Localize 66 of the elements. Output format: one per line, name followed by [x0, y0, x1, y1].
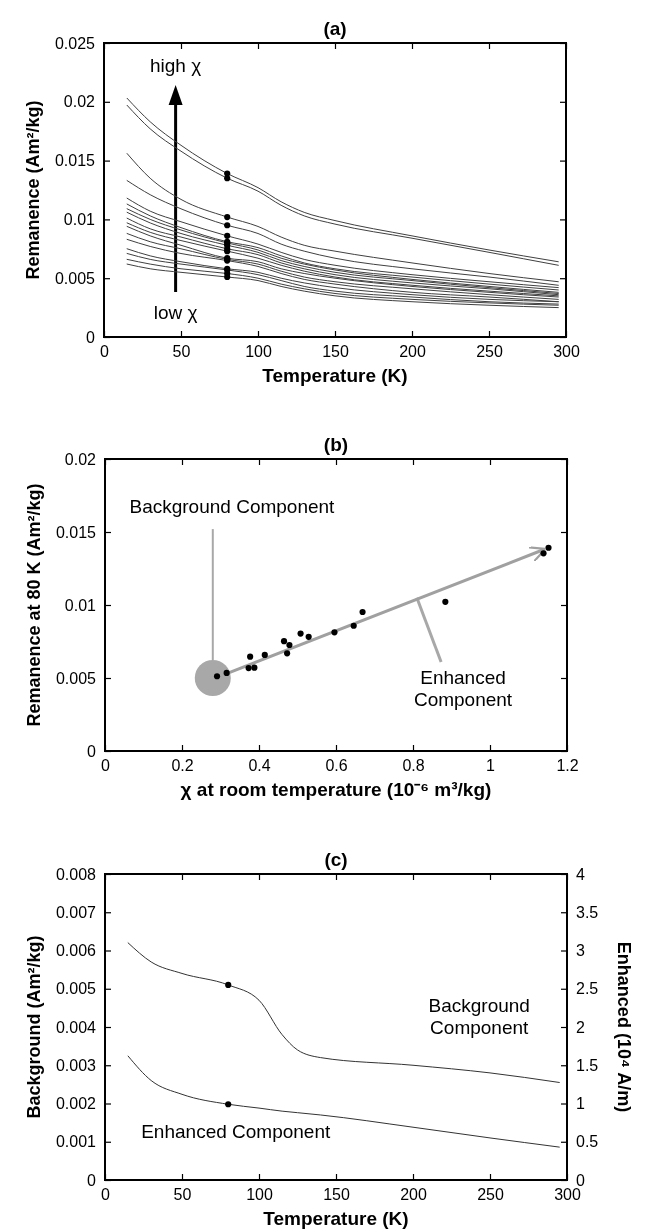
x-tick-label: 300 — [554, 1186, 581, 1204]
x-tick-label: 300 — [553, 343, 580, 361]
x-tick-label: 250 — [476, 343, 503, 361]
x-tick-label: 200 — [399, 343, 426, 361]
y2-tick-label: 1.5 — [576, 1056, 599, 1074]
chart-title: (c) — [324, 849, 348, 870]
y-tick-label: 0 — [86, 328, 96, 346]
x-tick-label: 0.4 — [248, 757, 271, 775]
y-axis-title: Background (Am²/kg) — [23, 935, 44, 1119]
x-tick-label: 1 — [486, 757, 496, 775]
x-tick-label: 150 — [323, 1186, 350, 1204]
y-tick-label: 0.003 — [55, 1056, 97, 1074]
x-tick-label: 0.6 — [325, 757, 348, 775]
chart-title: (b) — [323, 434, 349, 455]
x-tick-label: 150 — [322, 343, 349, 361]
y-tick-label: 0 — [87, 742, 97, 760]
y-tick-label: 0.01 — [63, 211, 96, 229]
y2-tick-label: 3.5 — [576, 903, 599, 921]
annotation: high χ — [150, 55, 202, 77]
y-tick-label: 0.025 — [54, 34, 96, 52]
annotation: Enhanced Component — [141, 1120, 331, 1142]
chart-title: (a) — [323, 18, 347, 39]
x-tick-label: 0 — [101, 1186, 111, 1204]
x-tick-label: 250 — [477, 1186, 504, 1204]
x-tick-label: 50 — [172, 343, 191, 361]
x-tick-label: 0.8 — [402, 757, 425, 775]
y-tick-label: 0.002 — [55, 1095, 97, 1113]
x-axis-title: Temperature (K) — [263, 1208, 409, 1229]
annotation: Background Component — [428, 994, 530, 1038]
y-tick-label: 0.001 — [55, 1133, 97, 1151]
y-tick-label: 0.004 — [55, 1018, 97, 1036]
y-tick-label: 0.007 — [55, 903, 97, 921]
x-axis-title: χ at room temperature (10⁻⁶ m³/kg) — [180, 779, 492, 800]
y-tick-label: 0.008 — [55, 865, 97, 883]
annotation: Enhanced Component — [413, 666, 513, 710]
y2-tick-label: 0.5 — [576, 1133, 599, 1151]
x-tick-label: 100 — [246, 1186, 273, 1204]
x-tick-label: 100 — [245, 343, 272, 361]
x-tick-label: 1.2 — [556, 757, 579, 775]
x-tick-label: 0 — [101, 757, 111, 775]
annotation: Background Component — [129, 496, 336, 518]
y2-tick-label: 1 — [576, 1095, 585, 1113]
x-tick-label: 200 — [400, 1186, 427, 1204]
x-tick-label: 0.2 — [171, 757, 194, 775]
x-tick-label: 50 — [173, 1186, 192, 1204]
y2-tick-label: 2.5 — [576, 980, 599, 998]
x-tick-label: 0 — [100, 343, 110, 361]
y-tick-label: 0.02 — [64, 450, 97, 468]
y2-axis-title: Enhanced (10⁴ A/m) — [614, 941, 635, 1113]
y-axis-title: Remanence (Am²/kg) — [22, 100, 43, 280]
annotation: low χ — [153, 302, 198, 324]
y2-tick-label: 3 — [576, 942, 585, 960]
y2-tick-label: 2 — [576, 1018, 585, 1036]
y-tick-label: 0.006 — [55, 942, 97, 960]
y2-tick-label: 4 — [576, 865, 585, 883]
y2-tick-label: 0 — [576, 1171, 585, 1189]
y-tick-label: 0.005 — [55, 980, 97, 998]
y-tick-label: 0 — [87, 1171, 97, 1189]
y-tick-label: 0.01 — [64, 596, 97, 614]
y-axis-title: Remanence at 80 K (Am²/kg) — [23, 483, 44, 727]
y-tick-label: 0.005 — [54, 269, 96, 287]
y-tick-label: 0.005 — [55, 669, 97, 687]
y-tick-label: 0.02 — [63, 93, 96, 111]
y-tick-label: 0.015 — [55, 523, 97, 541]
y-tick-label: 0.015 — [54, 152, 96, 170]
x-axis-title: Temperature (K) — [262, 365, 408, 386]
